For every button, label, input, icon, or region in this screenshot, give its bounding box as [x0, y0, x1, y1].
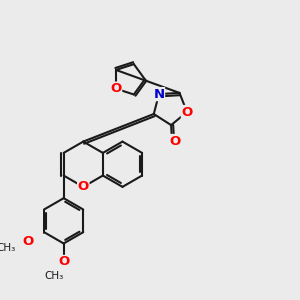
Text: O: O: [78, 180, 89, 194]
Text: N: N: [153, 88, 164, 100]
Text: O: O: [182, 106, 193, 118]
Text: CH₃: CH₃: [0, 244, 16, 254]
Text: O: O: [58, 256, 69, 268]
Text: O: O: [22, 235, 34, 248]
Text: O: O: [110, 82, 122, 95]
Text: O: O: [169, 134, 181, 148]
Text: CH₃: CH₃: [44, 271, 64, 281]
